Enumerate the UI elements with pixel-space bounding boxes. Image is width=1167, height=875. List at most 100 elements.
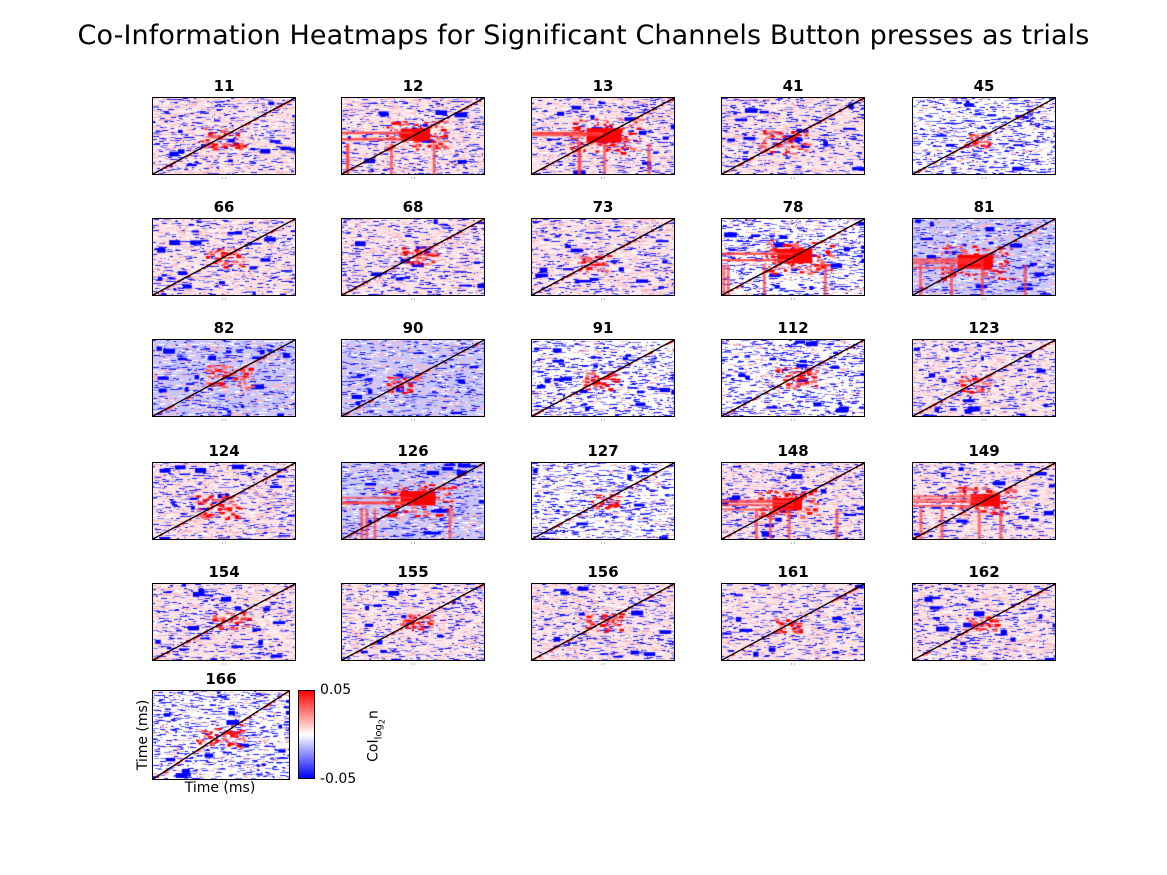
diagonal-overlay	[342, 463, 484, 539]
axis-tick	[794, 663, 795, 665]
panel-title: 90	[402, 319, 424, 337]
axis-tick	[601, 542, 602, 544]
diagonal-overlay	[913, 219, 1055, 295]
identity-diagonal-line	[153, 584, 295, 660]
panel-title: 68	[402, 198, 424, 216]
diagonal-overlay	[722, 340, 864, 416]
colorbar	[298, 690, 315, 779]
axis-tick	[794, 177, 795, 179]
panel-title: 11	[213, 77, 235, 95]
identity-diagonal-line	[532, 463, 674, 539]
heatmap-panel	[721, 339, 865, 417]
diagonal-overlay	[532, 584, 674, 660]
heatmap-panel	[912, 339, 1056, 417]
axis-tick	[411, 298, 412, 300]
heatmap-panel	[531, 97, 675, 175]
heatmap-panel	[152, 97, 296, 175]
diagonal-overlay	[913, 340, 1055, 416]
identity-diagonal-line	[913, 219, 1055, 295]
identity-diagonal-line	[722, 463, 864, 539]
identity-diagonal-line	[532, 584, 674, 660]
axis-tick	[601, 177, 602, 179]
axis-tick	[601, 663, 602, 665]
panel-title: 13	[592, 77, 614, 95]
axis-tick	[414, 542, 415, 544]
identity-diagonal-line	[913, 584, 1055, 660]
identity-diagonal-line	[913, 98, 1055, 174]
identity-diagonal-line	[532, 98, 674, 174]
axis-tick	[794, 542, 795, 544]
axis-tick	[791, 419, 792, 421]
axis-tick	[982, 419, 983, 421]
panel-title: 166	[205, 670, 237, 688]
axis-tick	[411, 419, 412, 421]
diagonal-overlay	[913, 98, 1055, 174]
panel-title: 91	[592, 319, 614, 337]
axis-tick	[982, 542, 983, 544]
diagonal-overlay	[153, 98, 295, 174]
diagonal-overlay	[153, 463, 295, 539]
diagonal-overlay	[722, 219, 864, 295]
figure-title: Co-Information Heatmaps for Significant …	[77, 20, 1090, 51]
axis-tick	[604, 663, 605, 665]
axis-tick	[411, 177, 412, 179]
identity-diagonal-line	[153, 98, 295, 174]
panel-title: 81	[973, 198, 995, 216]
identity-diagonal-line	[722, 584, 864, 660]
diagonal-overlay	[342, 340, 484, 416]
diagonal-overlay	[532, 98, 674, 174]
diagonal-overlay	[532, 340, 674, 416]
heatmap-panel	[531, 462, 675, 540]
panel-title: 148	[777, 442, 809, 460]
axis-tick	[225, 663, 226, 665]
axis-tick	[601, 298, 602, 300]
axis-tick	[414, 298, 415, 300]
axis-tick	[219, 782, 220, 784]
heatmap-panel	[721, 462, 865, 540]
axis-tick	[601, 419, 602, 421]
panel-title: 41	[782, 77, 804, 95]
axis-tick	[222, 419, 223, 421]
axis-tick	[411, 663, 412, 665]
identity-diagonal-line	[153, 219, 295, 295]
heatmap-panel	[341, 97, 485, 175]
heatmap-panel	[152, 690, 290, 780]
identity-diagonal-line	[153, 691, 289, 779]
colorbar-label-main: CoI	[365, 739, 382, 762]
heatmap-panel	[912, 583, 1056, 661]
panel-title: 126	[397, 442, 429, 460]
panel-title: 45	[973, 77, 995, 95]
axis-tick	[604, 177, 605, 179]
colorbar-label: CoIlog2n	[366, 710, 387, 762]
identity-diagonal-line	[532, 219, 674, 295]
diagonal-overlay	[342, 98, 484, 174]
identity-diagonal-line	[342, 463, 484, 539]
panel-title: 112	[777, 319, 809, 337]
panel-title: 124	[208, 442, 240, 460]
identity-diagonal-line	[342, 584, 484, 660]
axis-tick	[604, 298, 605, 300]
axis-tick	[604, 542, 605, 544]
diagonal-overlay	[153, 584, 295, 660]
panel-title: 156	[587, 563, 619, 581]
heatmap-panel	[531, 339, 675, 417]
identity-diagonal-line	[153, 340, 295, 416]
panel-title: 149	[968, 442, 1000, 460]
axis-tick	[985, 177, 986, 179]
diagonal-overlay	[153, 340, 295, 416]
identity-diagonal-line	[532, 340, 674, 416]
axis-tick	[985, 542, 986, 544]
panel-title: 161	[777, 563, 809, 581]
axis-tick	[414, 177, 415, 179]
diagonal-overlay	[342, 219, 484, 295]
identity-diagonal-line	[342, 98, 484, 174]
diagonal-overlay	[153, 219, 295, 295]
heatmap-panel	[912, 218, 1056, 296]
panel-title: 155	[397, 563, 429, 581]
colorbar-label-subsub: 2	[377, 719, 387, 725]
diagonal-overlay	[722, 98, 864, 174]
heatmap-panel	[721, 583, 865, 661]
diagonal-overlay	[722, 584, 864, 660]
axis-tick	[411, 542, 412, 544]
axis-tick	[791, 177, 792, 179]
